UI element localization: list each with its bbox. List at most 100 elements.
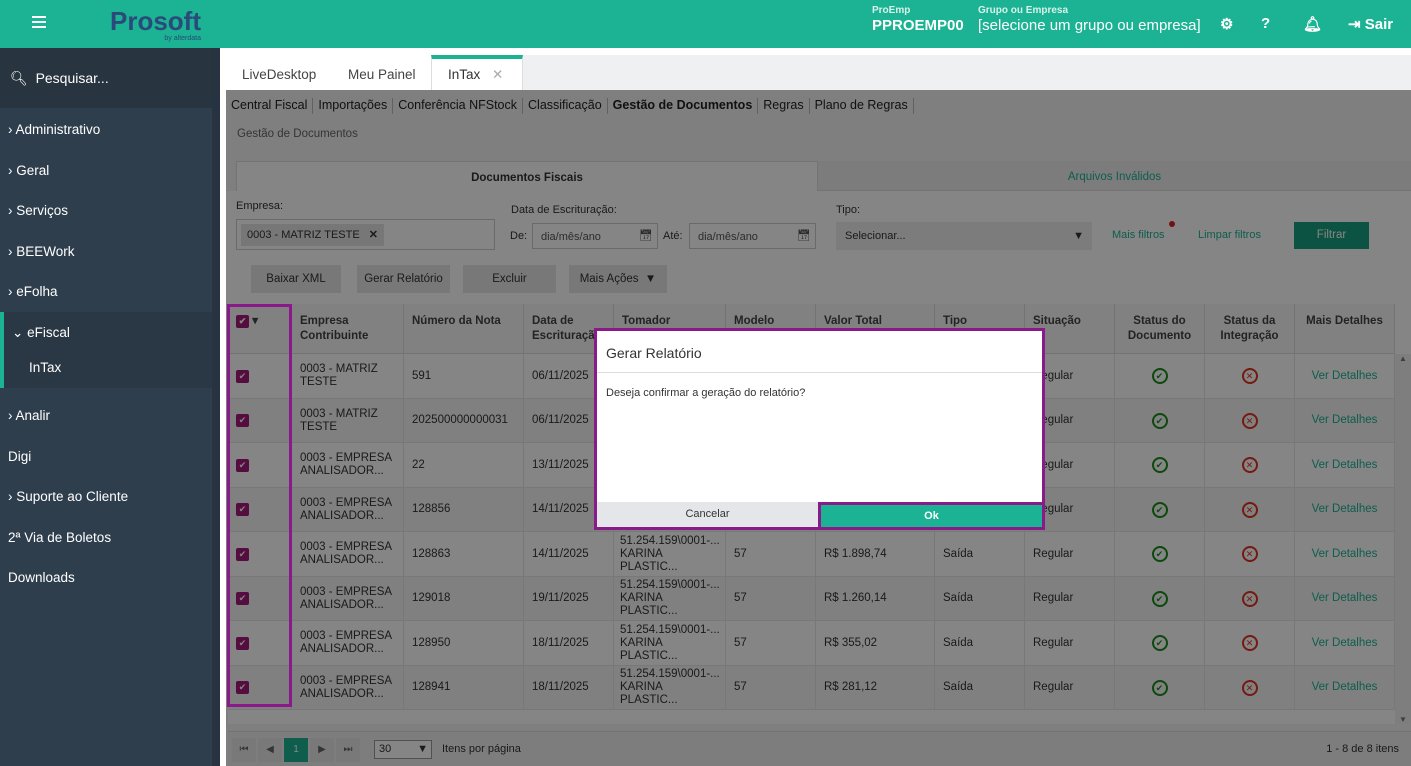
chevron-down-icon[interactable]: ▾	[252, 315, 258, 327]
cell-detalhes[interactable]: Ver Detalhes	[1311, 547, 1378, 560]
tab-arquivos-invalidos[interactable]: Arquivos Inválidos	[818, 161, 1411, 191]
column-header[interactable]: Status do Documento	[1115, 304, 1205, 354]
cell[interactable]: Ver Detalhes	[1295, 398, 1395, 443]
table-row[interactable]: ✔ 0003 - EMPRESA ANALISADOR... 129018 19/11…	[228, 576, 1395, 621]
excluir-button[interactable]: Excluir	[463, 265, 556, 293]
ok-button[interactable]: Ok	[818, 502, 1045, 530]
select-all-checkbox[interactable]: ✔	[236, 315, 249, 328]
remove-icon[interactable]: ✕	[368, 229, 378, 241]
tab-intax[interactable]: InTax ✕	[431, 55, 523, 90]
close-icon[interactable]: ✕	[492, 67, 504, 82]
row-checkbox[interactable]: ✔	[236, 369, 249, 383]
cell[interactable]: Ver Detalhes	[1295, 621, 1395, 666]
cell[interactable]: Ver Detalhes	[1295, 532, 1395, 577]
sidebar-item-boletos[interactable]: 2ª Via de Boletos	[8, 530, 112, 545]
cell-empresa: 0003 - EMPRESA ANALISADOR...	[300, 452, 392, 478]
first-page-button[interactable]: ⏮	[232, 738, 256, 762]
calendar-icon[interactable]: 📅︎	[639, 230, 653, 242]
cell: 0003 - EMPRESA ANALISADOR...	[292, 665, 404, 710]
date-to-input[interactable]: dia/mês/ano 📅︎	[689, 223, 816, 249]
status-error-icon: ✕	[1205, 576, 1295, 621]
cell[interactable]: Ver Detalhes	[1295, 443, 1395, 488]
tab-meu-painel[interactable]: Meu Painel	[332, 55, 432, 90]
sidebar-item-suporte[interactable]: › Suporte ao Cliente	[8, 489, 129, 504]
cell: 128863	[404, 532, 524, 577]
bell-icon[interactable]: 🔔︎	[1303, 16, 1323, 33]
cell: 51.254.159\0001-... KARINA PLASTIC...	[614, 576, 726, 621]
limpar-filtros-link[interactable]: Limpar filtros	[1198, 229, 1261, 241]
sidebar-item-beework[interactable]: › BEEWork	[8, 244, 75, 259]
cell-detalhes[interactable]: Ver Detalhes	[1311, 458, 1378, 471]
nav-regras[interactable]: Regras	[758, 98, 810, 114]
column-header[interactable]: Mais Detalhes	[1295, 304, 1395, 354]
menu-icon[interactable]	[32, 16, 46, 30]
date-from-input[interactable]: dia/mês/ano 📅︎	[532, 223, 658, 249]
tab-livedesktop[interactable]: LiveDesktop	[226, 55, 333, 90]
last-page-button[interactable]: ⏭	[336, 738, 360, 762]
dialog-message: Deseja confirmar a geração do relatório?	[606, 387, 806, 399]
column-header[interactable]: Status da Integração	[1205, 304, 1295, 354]
gear-icon[interactable]: ⚙	[1220, 16, 1234, 33]
cell[interactable]: Ver Detalhes	[1295, 576, 1395, 621]
row-checkbox[interactable]: ✔	[236, 503, 249, 517]
nav-classificacao[interactable]: Classificação	[523, 98, 608, 114]
per-page-select[interactable]: 30 ▼	[374, 740, 432, 759]
table-row[interactable]: ✔ 0003 - EMPRESA ANALISADOR... 128950 18/11…	[228, 621, 1395, 666]
sidebar-item-geral[interactable]: › Geral	[8, 163, 50, 178]
sidebar-item-efiscal[interactable]: ⌄ eFiscal	[12, 325, 70, 340]
sidebar-item-efolha[interactable]: › eFolha	[8, 284, 58, 299]
cell: 202500000000031	[404, 398, 524, 443]
sidebar-search[interactable]: 🔍︎ Pesquisar...	[0, 48, 212, 108]
gerar-relatorio-button[interactable]: Gerar Relatório	[357, 265, 450, 293]
column-header[interactable]: Empresa Contribuinte	[292, 304, 404, 354]
cell-detalhes[interactable]: Ver Detalhes	[1311, 503, 1378, 516]
calendar-icon[interactable]: 📅︎	[797, 230, 811, 242]
cell-valor: R$ 1.898,74	[824, 547, 887, 560]
row-checkbox[interactable]: ✔	[236, 414, 249, 428]
row-checkbox[interactable]: ✔	[236, 681, 249, 695]
group-selector[interactable]: Grupo ou Empresa [selecione um grupo ou e…	[978, 5, 1201, 34]
cell: R$ 1.898,74	[816, 532, 935, 577]
sidebar-item-servicos[interactable]: › Serviços	[8, 203, 69, 218]
nav-central-fiscal[interactable]: Central Fiscal	[226, 98, 314, 114]
sidebar-item-analir[interactable]: › Analir	[8, 408, 51, 423]
mais-filtros-link[interactable]: Mais filtros	[1112, 229, 1165, 241]
row-checkbox[interactable]: ✔	[236, 547, 249, 561]
cell[interactable]: Ver Detalhes	[1295, 487, 1395, 532]
baixar-xml-button[interactable]: Baixar XML	[251, 265, 341, 293]
tab-documentos-fiscais[interactable]: Documentos Fiscais	[236, 161, 818, 191]
cell-detalhes[interactable]: Ver Detalhes	[1311, 681, 1378, 694]
table-row[interactable]: ✔ 0003 - EMPRESA ANALISADOR... 128863 14/11…	[228, 532, 1395, 577]
cell-detalhes[interactable]: Ver Detalhes	[1311, 592, 1378, 605]
cancel-button[interactable]: Cancelar	[597, 502, 818, 527]
empresa-field[interactable]: 0003 - MATRIZ TESTE ✕	[236, 219, 495, 250]
cell-detalhes[interactable]: Ver Detalhes	[1311, 369, 1378, 382]
filtrar-button[interactable]: Filtrar	[1294, 222, 1369, 249]
prev-page-button[interactable]: ◀	[258, 738, 282, 762]
scrollbar[interactable]: ▲ ▼	[1395, 354, 1411, 724]
sidebar-item-downloads[interactable]: Downloads	[8, 570, 75, 585]
help-icon[interactable]: ?	[1261, 15, 1271, 32]
sidebar-item-administrativo[interactable]: › Administrativo	[8, 122, 101, 137]
row-checkbox[interactable]: ✔	[236, 636, 249, 650]
nav-gestao[interactable]: Gestão de Documentos	[608, 98, 759, 114]
cell[interactable]: Ver Detalhes	[1295, 665, 1395, 710]
nav-importacoes[interactable]: Importações	[313, 98, 394, 114]
sidebar-item-intax[interactable]: InTax	[29, 360, 62, 375]
cell-detalhes[interactable]: Ver Detalhes	[1311, 414, 1378, 427]
mais-acoes-button[interactable]: Mais Ações ▼	[569, 265, 667, 293]
nav-conferencia[interactable]: Conferência NFStock	[393, 98, 524, 114]
page-1-button[interactable]: 1	[284, 738, 308, 762]
row-checkbox[interactable]: ✔	[236, 458, 249, 472]
row-checkbox[interactable]: ✔	[236, 592, 249, 606]
tipo-select[interactable]: Selecionar... ▼	[836, 222, 1092, 250]
column-header[interactable]: Número da Nota	[404, 304, 524, 354]
table-row[interactable]: ✔ 0003 - EMPRESA ANALISADOR... 128941 18/11…	[228, 665, 1395, 710]
sidebar-item-digi[interactable]: Digi	[8, 449, 32, 464]
cell[interactable]: Ver Detalhes	[1295, 354, 1395, 399]
logout-button[interactable]: ⇥ Sair	[1348, 16, 1394, 33]
next-page-button[interactable]: ▶	[310, 738, 334, 762]
cell-detalhes[interactable]: Ver Detalhes	[1311, 636, 1378, 649]
nav-plano-regras[interactable]: Plano de Regras	[810, 98, 914, 114]
cell-tipo: Saída	[943, 547, 974, 560]
